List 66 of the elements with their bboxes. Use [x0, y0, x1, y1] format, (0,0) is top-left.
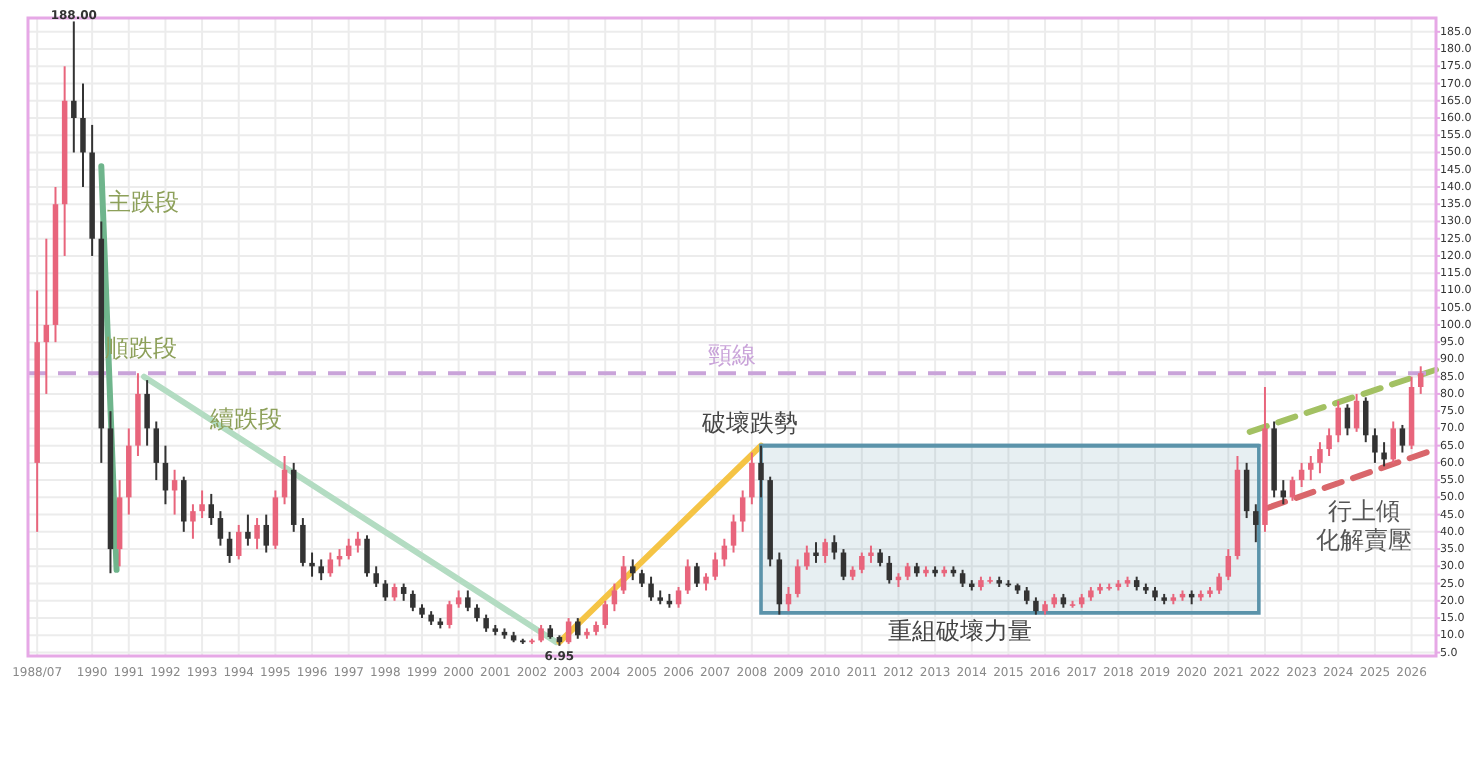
candlestick — [712, 551, 718, 582]
annotation: 破壞跌勢 — [700, 408, 799, 437]
candlestick — [1253, 503, 1259, 544]
candlestick — [355, 530, 361, 554]
candlestick — [1326, 427, 1332, 457]
candlestick — [1225, 548, 1232, 582]
candlestick — [831, 534, 838, 561]
candlestick — [620, 554, 627, 595]
candlestick — [648, 575, 654, 602]
candlestick — [1363, 396, 1369, 444]
candlestick — [80, 82, 86, 188]
candlestick — [776, 551, 783, 616]
candlestick — [1216, 572, 1222, 595]
ref-line-label: 頸線 — [708, 341, 756, 370]
candlestick — [1417, 365, 1424, 395]
candlestick — [1308, 454, 1314, 482]
candlestick — [675, 586, 682, 609]
candlestick — [254, 517, 260, 551]
candlestick — [373, 565, 379, 589]
candlestick — [694, 561, 700, 589]
candlestick — [144, 379, 150, 447]
annotation: 化解賣壓 — [1316, 525, 1413, 554]
candlestick — [300, 517, 306, 568]
candlestick — [611, 582, 618, 613]
candlestick — [1280, 479, 1287, 506]
candlestick — [71, 20, 77, 154]
candlestick — [446, 599, 453, 630]
candlestick — [859, 551, 865, 575]
candlestick — [1390, 420, 1396, 464]
candlestick — [318, 558, 324, 582]
candlestick — [190, 503, 196, 540]
annotation: 行上傾 — [1328, 497, 1401, 526]
candlestick — [181, 475, 187, 533]
candlestick — [1399, 423, 1406, 454]
candlestick — [813, 541, 819, 564]
candlestick — [235, 523, 242, 561]
candlestick — [684, 558, 691, 595]
candlestick — [730, 513, 737, 554]
candlestick — [749, 451, 755, 506]
candlestick — [465, 589, 471, 613]
candlestick — [822, 537, 828, 564]
annotation: 續跌段 — [208, 404, 283, 433]
candlestick — [199, 489, 205, 520]
candlestick — [629, 558, 636, 582]
candlestick — [1243, 461, 1250, 520]
candlestick — [1317, 441, 1323, 475]
candlestick — [1381, 441, 1387, 468]
candlestick — [739, 489, 746, 533]
candlestick — [758, 444, 764, 499]
candlestick — [364, 534, 370, 578]
candlestick — [840, 548, 847, 582]
annotation: 重組破壞力量 — [888, 616, 1033, 645]
candlestick — [575, 617, 581, 640]
candlestick — [794, 558, 801, 599]
candlestick — [217, 510, 224, 547]
candlestick — [309, 551, 315, 578]
candlestick — [410, 589, 416, 613]
candlestick — [245, 513, 251, 547]
candlestick — [327, 551, 334, 578]
annotation: 主跌段 — [107, 187, 180, 216]
candlestick — [208, 492, 214, 526]
candlestick — [602, 599, 608, 630]
candlestick — [804, 544, 810, 571]
candlestick — [1372, 427, 1378, 464]
candlestick — [153, 420, 160, 482]
candlestick — [263, 513, 269, 554]
